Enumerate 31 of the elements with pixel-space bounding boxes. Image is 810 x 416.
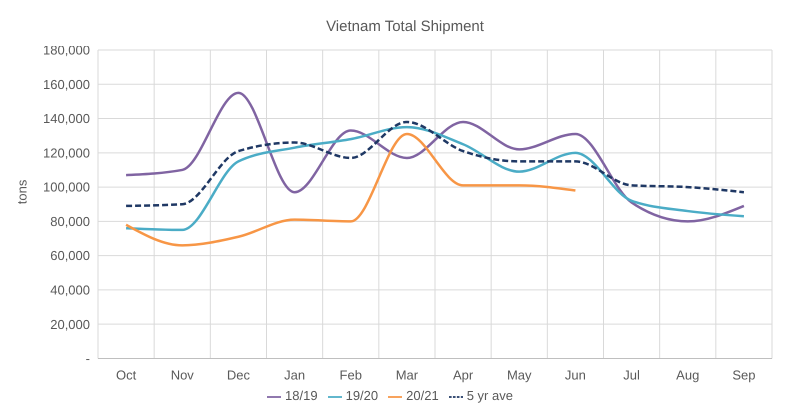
x-tick-label: Sep bbox=[732, 368, 756, 383]
y-tick-label: 20,000 bbox=[50, 316, 90, 332]
y-tick-label: 100,000 bbox=[43, 180, 90, 195]
x-tick-label: Dec bbox=[226, 368, 250, 383]
x-tick-label: Jun bbox=[564, 368, 586, 383]
x-tick-label: Feb bbox=[340, 368, 362, 383]
y-tick-label: 60,000 bbox=[50, 248, 90, 264]
y-tick-label: 140,000 bbox=[43, 111, 90, 126]
x-tick-label: Jan bbox=[284, 368, 306, 383]
line-series bbox=[124, 126, 746, 232]
x-tick-label: Jul bbox=[623, 368, 640, 383]
line-series bbox=[124, 132, 577, 247]
y-tick-label: 40,000 bbox=[50, 282, 90, 298]
x-tick-label: May bbox=[506, 368, 532, 383]
y-axis-title: tons bbox=[14, 179, 30, 204]
x-tick-label: Nov bbox=[170, 368, 194, 383]
x-tick-label: Mar bbox=[396, 368, 419, 383]
x-tick-label: Aug bbox=[676, 368, 700, 383]
y-tick-label: - bbox=[86, 351, 90, 366]
x-tick-label: Apr bbox=[452, 368, 474, 383]
y-tick-label: 120,000 bbox=[43, 145, 90, 160]
legend-label: 18/19 bbox=[285, 388, 318, 404]
legend-label: 20/21 bbox=[406, 388, 439, 404]
y-tick-label: 160,000 bbox=[43, 76, 90, 92]
x-tick-label: Oct bbox=[116, 368, 137, 383]
legend-label: 19/20 bbox=[346, 388, 378, 404]
legend-label: 5 yr ave bbox=[466, 388, 513, 404]
line-series bbox=[124, 92, 746, 223]
y-tick-label: 80,000 bbox=[50, 214, 90, 229]
line-series bbox=[124, 120, 746, 208]
chart-title: Vietnam Total Shipment bbox=[326, 18, 484, 35]
